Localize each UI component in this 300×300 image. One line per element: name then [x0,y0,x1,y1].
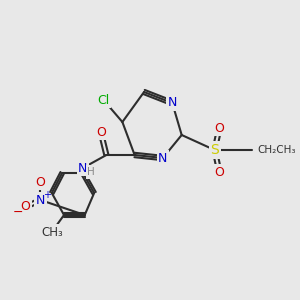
Text: CH₃: CH₃ [41,226,63,238]
Text: O: O [20,200,30,214]
Text: −: − [13,206,23,218]
Text: N: N [158,152,168,164]
Text: N: N [168,97,177,110]
Text: O: O [214,166,224,178]
Text: N: N [78,161,88,175]
Text: O: O [96,125,106,139]
Text: CH₂CH₃: CH₂CH₃ [257,145,296,155]
Text: O: O [214,122,224,134]
Text: O: O [35,176,45,188]
Text: S: S [210,143,219,157]
Text: H: H [87,167,95,177]
Text: Cl: Cl [98,94,110,106]
Text: +: + [43,190,51,200]
Text: N: N [36,194,45,206]
